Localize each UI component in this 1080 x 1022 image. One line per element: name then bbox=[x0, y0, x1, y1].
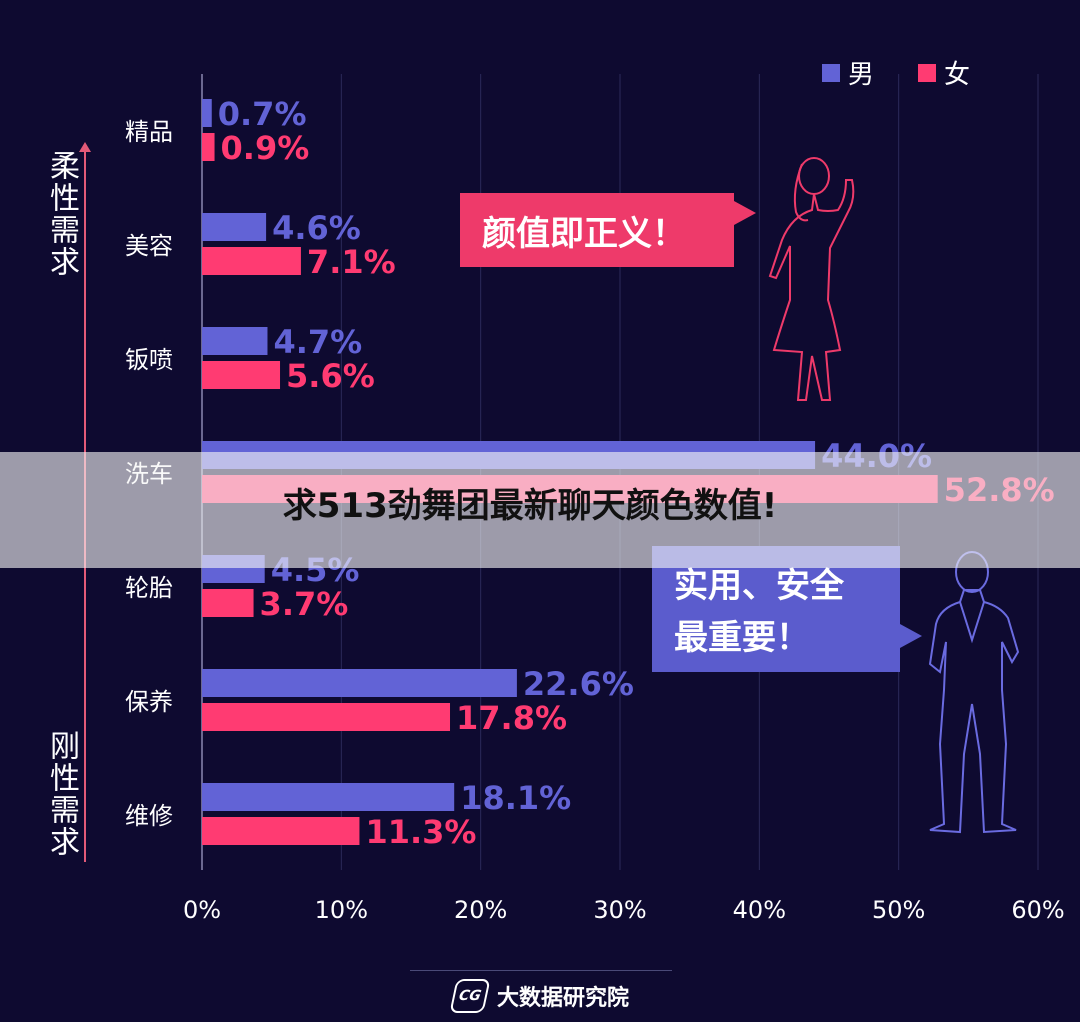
data-label-female: 17.8% bbox=[456, 699, 567, 737]
brand-logo-icon: CG bbox=[449, 979, 491, 1013]
x-tick-label: 20% bbox=[454, 896, 507, 924]
category-label: 精品 bbox=[125, 118, 173, 146]
callout-beauty-text: 颜值即正义！ bbox=[482, 213, 686, 254]
woman-silhouette bbox=[768, 157, 855, 401]
legend-item-male: 男 bbox=[822, 54, 874, 91]
side-label-rigid-demand: 刚性需求 bbox=[44, 730, 79, 858]
chart-legend: 男 女 bbox=[822, 54, 970, 91]
x-tick-label: 50% bbox=[872, 896, 925, 924]
callout-practical-line1: 实用、安全 bbox=[674, 566, 844, 606]
bar-female bbox=[202, 589, 254, 617]
bar-male bbox=[202, 327, 268, 355]
brand-name: 大数据研究院 bbox=[496, 986, 629, 1011]
bar-female bbox=[202, 247, 301, 275]
bar-female bbox=[202, 703, 451, 731]
callout-beauty: 颜值即正义！ bbox=[460, 193, 756, 267]
category-label: 轮胎 bbox=[125, 574, 173, 602]
legend-label-female: 女 bbox=[944, 60, 971, 90]
footer-brand: CG 大数据研究院 bbox=[410, 970, 672, 1021]
data-label-female: 0.9% bbox=[221, 129, 310, 167]
data-label-female: 11.3% bbox=[365, 813, 476, 851]
data-label-male: 18.1% bbox=[460, 779, 571, 817]
legend-swatch-male bbox=[822, 63, 840, 82]
bar-female bbox=[202, 817, 360, 845]
man-silhouette bbox=[928, 551, 1020, 834]
callout-practical-line2: 最重要！ bbox=[674, 618, 810, 658]
legend-label-male: 男 bbox=[848, 60, 875, 90]
overlay-caption: 求513劲舞团最新聊天颜色数值! bbox=[282, 486, 778, 526]
category-label: 美容 bbox=[125, 232, 173, 260]
overlay-band bbox=[0, 452, 1080, 568]
data-label-male: 0.7% bbox=[218, 95, 307, 133]
x-tick-label: 60% bbox=[1011, 896, 1064, 924]
side-label-soft-demand: 柔性需求 bbox=[44, 150, 79, 278]
data-label-female: 3.7% bbox=[260, 585, 349, 623]
bar-male bbox=[202, 99, 212, 127]
x-tick-label: 0% bbox=[183, 896, 221, 924]
bar-male bbox=[202, 669, 517, 697]
data-label-male: 4.6% bbox=[272, 209, 361, 247]
x-tick-label: 40% bbox=[733, 896, 786, 924]
category-label: 钣喷 bbox=[125, 346, 173, 374]
x-tick-label: 30% bbox=[593, 896, 646, 924]
bar-female bbox=[202, 133, 215, 161]
bar-female bbox=[202, 361, 281, 389]
legend-swatch-female bbox=[918, 63, 937, 82]
legend-item-female: 女 bbox=[918, 54, 970, 91]
category-label: 保养 bbox=[125, 688, 173, 716]
data-label-female: 5.6% bbox=[286, 357, 375, 395]
data-label-female: 7.1% bbox=[307, 243, 396, 281]
x-tick-label: 10% bbox=[315, 896, 368, 924]
bar-male bbox=[202, 783, 455, 811]
bar-male bbox=[202, 213, 267, 241]
data-label-male: 22.6% bbox=[523, 665, 634, 703]
data-label-male: 4.7% bbox=[273, 323, 362, 361]
category-label: 维修 bbox=[125, 802, 173, 830]
